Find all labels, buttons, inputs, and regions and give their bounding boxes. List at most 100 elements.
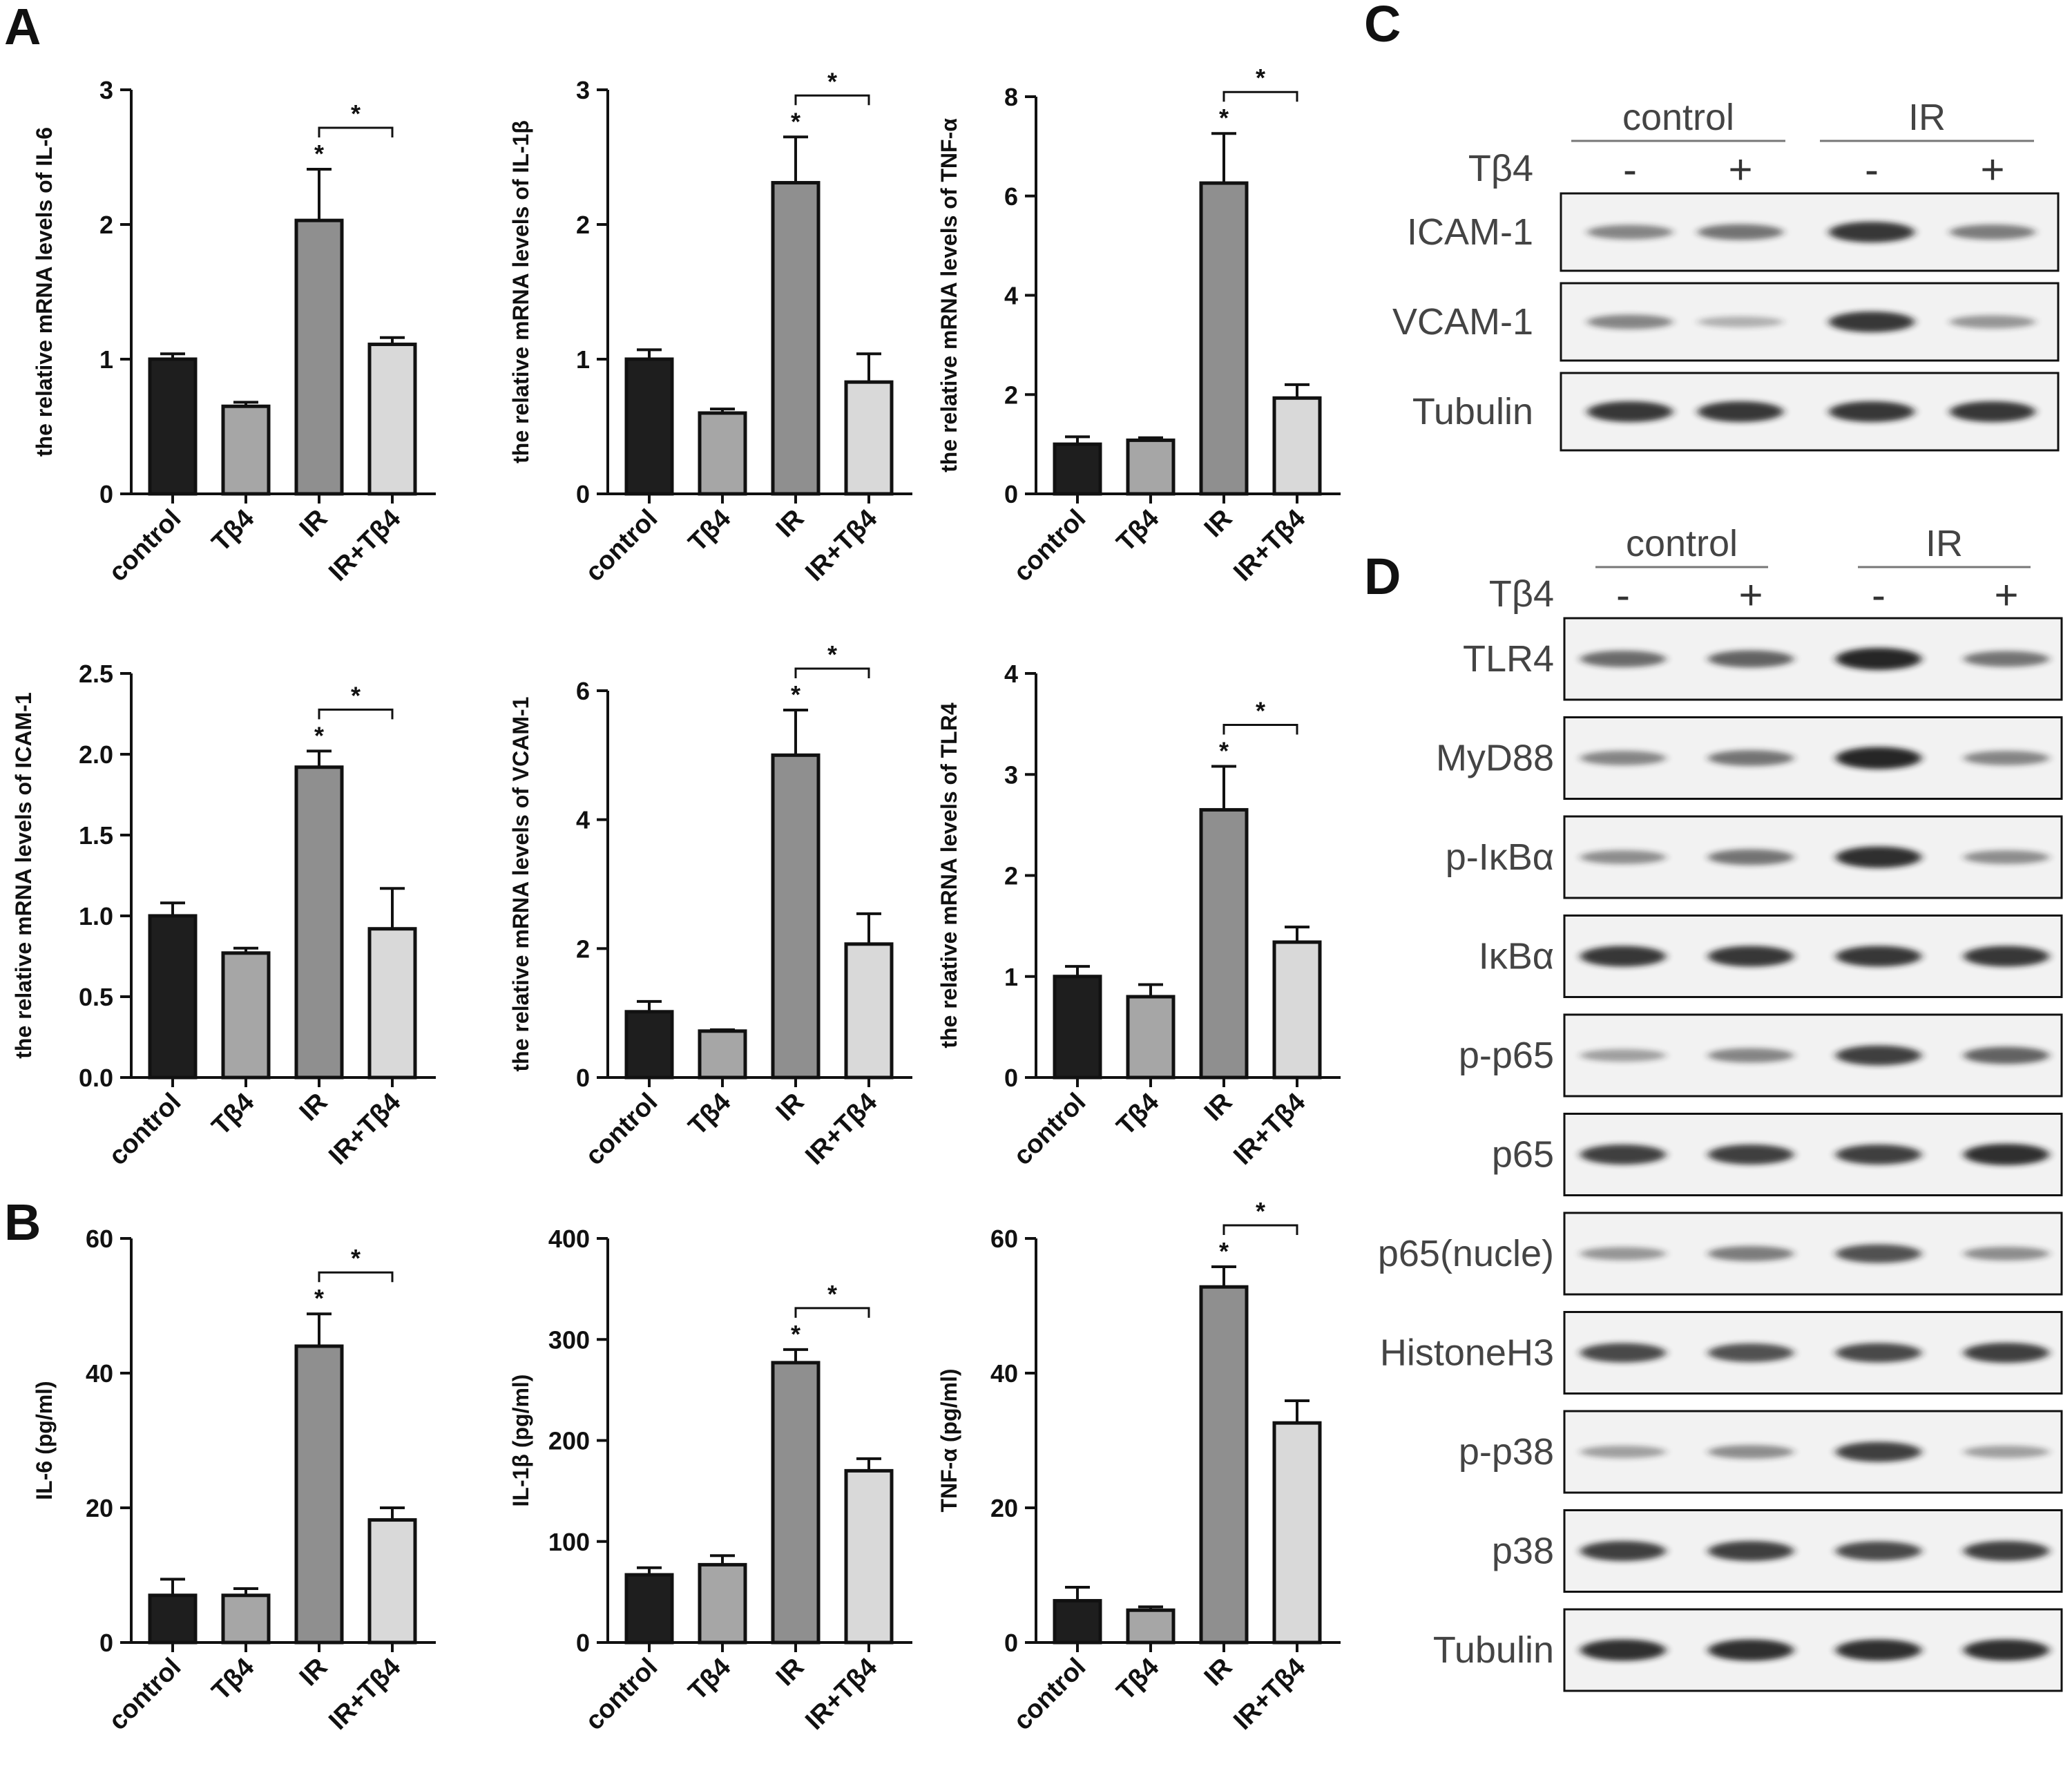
significance-bracket [318,708,394,720]
significance-star: * [1219,1237,1229,1265]
blot-group-label: IR [1908,97,1946,138]
blot-band [1708,1445,1794,1459]
x-tick-label: IR+Tβ4 [1228,504,1311,587]
blot-band [1580,946,1666,967]
y-tick-label: 1 [1004,963,1018,991]
y-tick-label: 4 [576,806,590,834]
y-tick-label: 0.5 [79,983,113,1011]
significance-bracket [794,1307,870,1318]
blot-band [1580,1049,1666,1062]
bar-1 [624,357,674,496]
significance-star: * [827,640,837,669]
blot-band [1836,1343,1921,1363]
bar-1 [1053,1599,1102,1645]
x-tick-label: IR+Tβ4 [1228,1653,1311,1736]
y-tick-label: 2.0 [79,740,113,769]
x-tick-label: Tβ4 [683,1653,736,1706]
blot-row-label: p65 [1492,1134,1554,1176]
blot-panel-c: control IR Tβ4 - + - + ICAM-1 VCAM-1 Tubulin [1392,97,2060,452]
y-tick-label: 3 [99,76,113,104]
blot-band [1964,651,2049,667]
bar-3 [771,181,821,496]
y-tick-label: 40 [86,1359,113,1388]
blot-sign-plus: + [1994,572,2018,618]
y-tick-label: 3 [1004,760,1018,789]
x-tick-label: IR [1199,1653,1238,1692]
blot-row-label: TLR4 [1463,638,1554,680]
chart-a-il1b: 0 1 2 3 the relative mRNA levels of IL-1β con… [508,67,912,587]
significance-bracket [1222,724,1298,735]
bar-1 [148,914,198,1080]
x-tick-label: IR [1199,504,1238,544]
blot-band [1708,1144,1794,1165]
y-tick-label: 2 [1004,381,1018,409]
x-tick-label: IR+Tβ4 [800,1653,883,1736]
y-tick-label: 1.5 [79,821,113,850]
blot-band [1964,1144,2049,1165]
blot-row: p-p65 [1459,1013,2063,1098]
significance-bracket [1222,90,1298,102]
blot-band [1708,946,1794,967]
bar-2 [221,1593,271,1645]
blot-band [1836,946,1921,967]
y-tick-label: 2.5 [79,660,113,688]
significance-star: * [351,1244,361,1272]
blot-band [1836,1639,1921,1661]
x-tick-label: IR [1199,1088,1238,1127]
x-tick-label: control [580,504,664,588]
blot-band [1836,747,1921,769]
y-tick-label: 3 [576,76,590,104]
y-tick-label: 20 [86,1494,113,1522]
significance-bracket [794,667,870,678]
bar-4 [844,942,894,1080]
x-tick-label: Tβ4 [207,504,260,557]
significance-star: * [351,681,361,709]
x-tick-label: Tβ4 [207,1653,260,1706]
blot-band [1708,1541,1794,1561]
x-tick-label: Tβ4 [207,1088,260,1141]
blot-band [1836,1045,1921,1066]
y-tick-label: 300 [548,1325,590,1354]
chart-a-tnfa: 0 2 4 6 8 the relative mRNA levels of TNF-α co… [937,64,1341,587]
panel-label-c: C [1364,0,1401,52]
blot-band [1708,750,1794,766]
significance-star: * [1256,697,1265,725]
x-tick-label: control [104,504,187,588]
blot-band [1964,1639,2049,1661]
y-tick-label: 100 [548,1528,590,1556]
y-axis-title: the relative mRNA levels of VCAM-1 [508,697,533,1072]
panel-label-d: D [1364,548,1401,605]
bar-1 [148,357,198,496]
blot-band [1829,222,1915,242]
x-tick-label: IR [294,1653,334,1692]
bar-3 [771,753,821,1080]
blot-sign-plus: + [1738,572,1763,618]
significance-star: * [314,721,324,749]
y-tick-label: 0 [576,1064,590,1092]
y-tick-label: 60 [86,1225,113,1253]
blot-row-label: p-p65 [1459,1035,1554,1076]
blot-band [1587,401,1673,422]
chart-a-tlr4: 0 1 2 3 4 the relative mRNA levels of TLR4 con… [937,660,1341,1171]
significance-star: * [314,1284,324,1312]
y-tick-label: 1 [99,345,113,374]
blot-band [1708,650,1794,668]
x-tick-label: control [1008,504,1092,588]
x-tick-label: IR+Tβ4 [1228,1088,1311,1171]
y-tick-label: 4 [1004,660,1018,688]
y-tick-label: 2 [576,935,590,963]
y-axis-title: TNF-α (pg/ml) [937,1368,961,1512]
blot-band [1698,224,1783,240]
significance-star: * [827,1280,837,1308]
x-tick-label: IR+Tβ4 [323,1088,406,1171]
chart-a-icam1: 0.0 0.5 1.0 1.5 2.0 2.5 the relative mRNA leve… [11,660,436,1171]
chart-b-il1b: 0 100 200 300 400 IL-1β (pg/ml) control Tβ4 IRIR… [508,1225,912,1736]
blot-band [1580,1541,1666,1561]
blot-sign-minus: - [1865,146,1879,193]
x-tick-label: Tβ4 [1111,504,1164,557]
blot-band [1708,1246,1794,1261]
x-tick-label: control [580,1653,664,1736]
